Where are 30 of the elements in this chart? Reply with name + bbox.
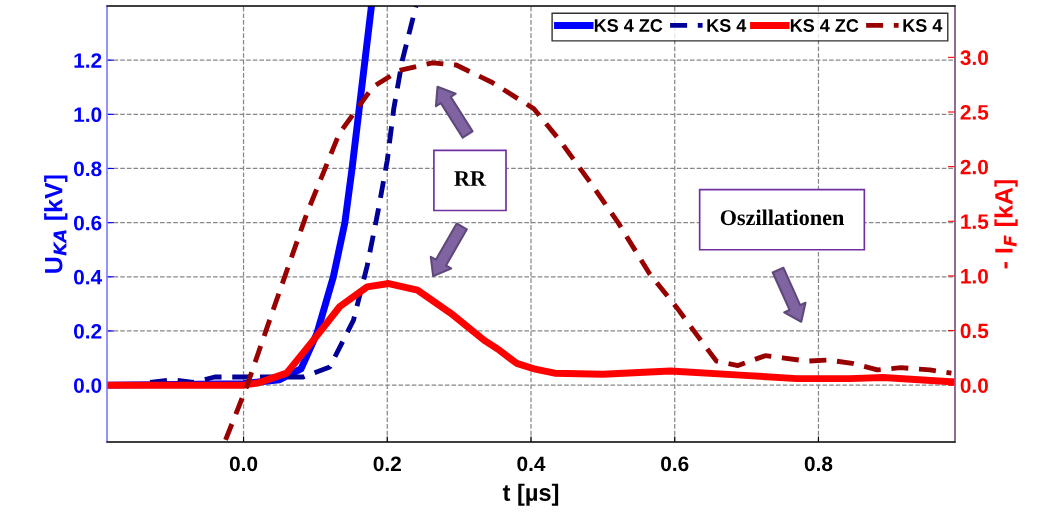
x-tick-label: 0.2 bbox=[373, 456, 401, 472]
y-tick-label: 1.2 bbox=[74, 53, 102, 68]
annotation: RR bbox=[454, 171, 487, 186]
y2-tick-label: 1.0 bbox=[961, 268, 988, 284]
x-tick-label: 0.6 bbox=[661, 456, 689, 472]
y2-tick-label: 1.5 bbox=[961, 214, 989, 230]
y2-tick-label: 3.0 bbox=[960, 50, 988, 66]
y-tick-label: 0.6 bbox=[74, 215, 102, 231]
x-axis-title: t [µs] bbox=[502, 483, 559, 506]
line-series bbox=[223, 60, 954, 442]
line-series bbox=[147, 6, 419, 385]
legend-label: KS 4 ZC bbox=[594, 19, 663, 32]
y2-tick-label: 0.5 bbox=[960, 323, 989, 339]
y-tick-label: 0.8 bbox=[74, 161, 102, 177]
legend-label: KS 4 bbox=[903, 19, 943, 32]
x-tick-label: 0.8 bbox=[804, 456, 833, 472]
y-tick-label: 0.0 bbox=[74, 378, 102, 393]
y2-tick-label: 2.0 bbox=[960, 159, 988, 175]
y-tick-label: 0.2 bbox=[74, 323, 102, 339]
y-axis-title: U$_{KA}$ [kV] bbox=[44, 175, 68, 273]
x-tick-label: 0.0 bbox=[229, 456, 258, 472]
y-tick-label: 1.0 bbox=[74, 107, 102, 123]
y-tick-label: 0.4 bbox=[74, 269, 103, 285]
y2-tick-label: 0.0 bbox=[960, 378, 988, 393]
legend-label: KS 4 bbox=[707, 19, 747, 32]
y2-axis-title: - I$_{F}$ [kA] bbox=[994, 180, 1018, 269]
annotation: Oszillationen bbox=[720, 209, 845, 226]
legend-label: KS 4 ZC bbox=[790, 19, 859, 32]
x-tick-label: 0.4 bbox=[517, 456, 546, 472]
y2-tick-label: 2.5 bbox=[960, 105, 989, 120]
